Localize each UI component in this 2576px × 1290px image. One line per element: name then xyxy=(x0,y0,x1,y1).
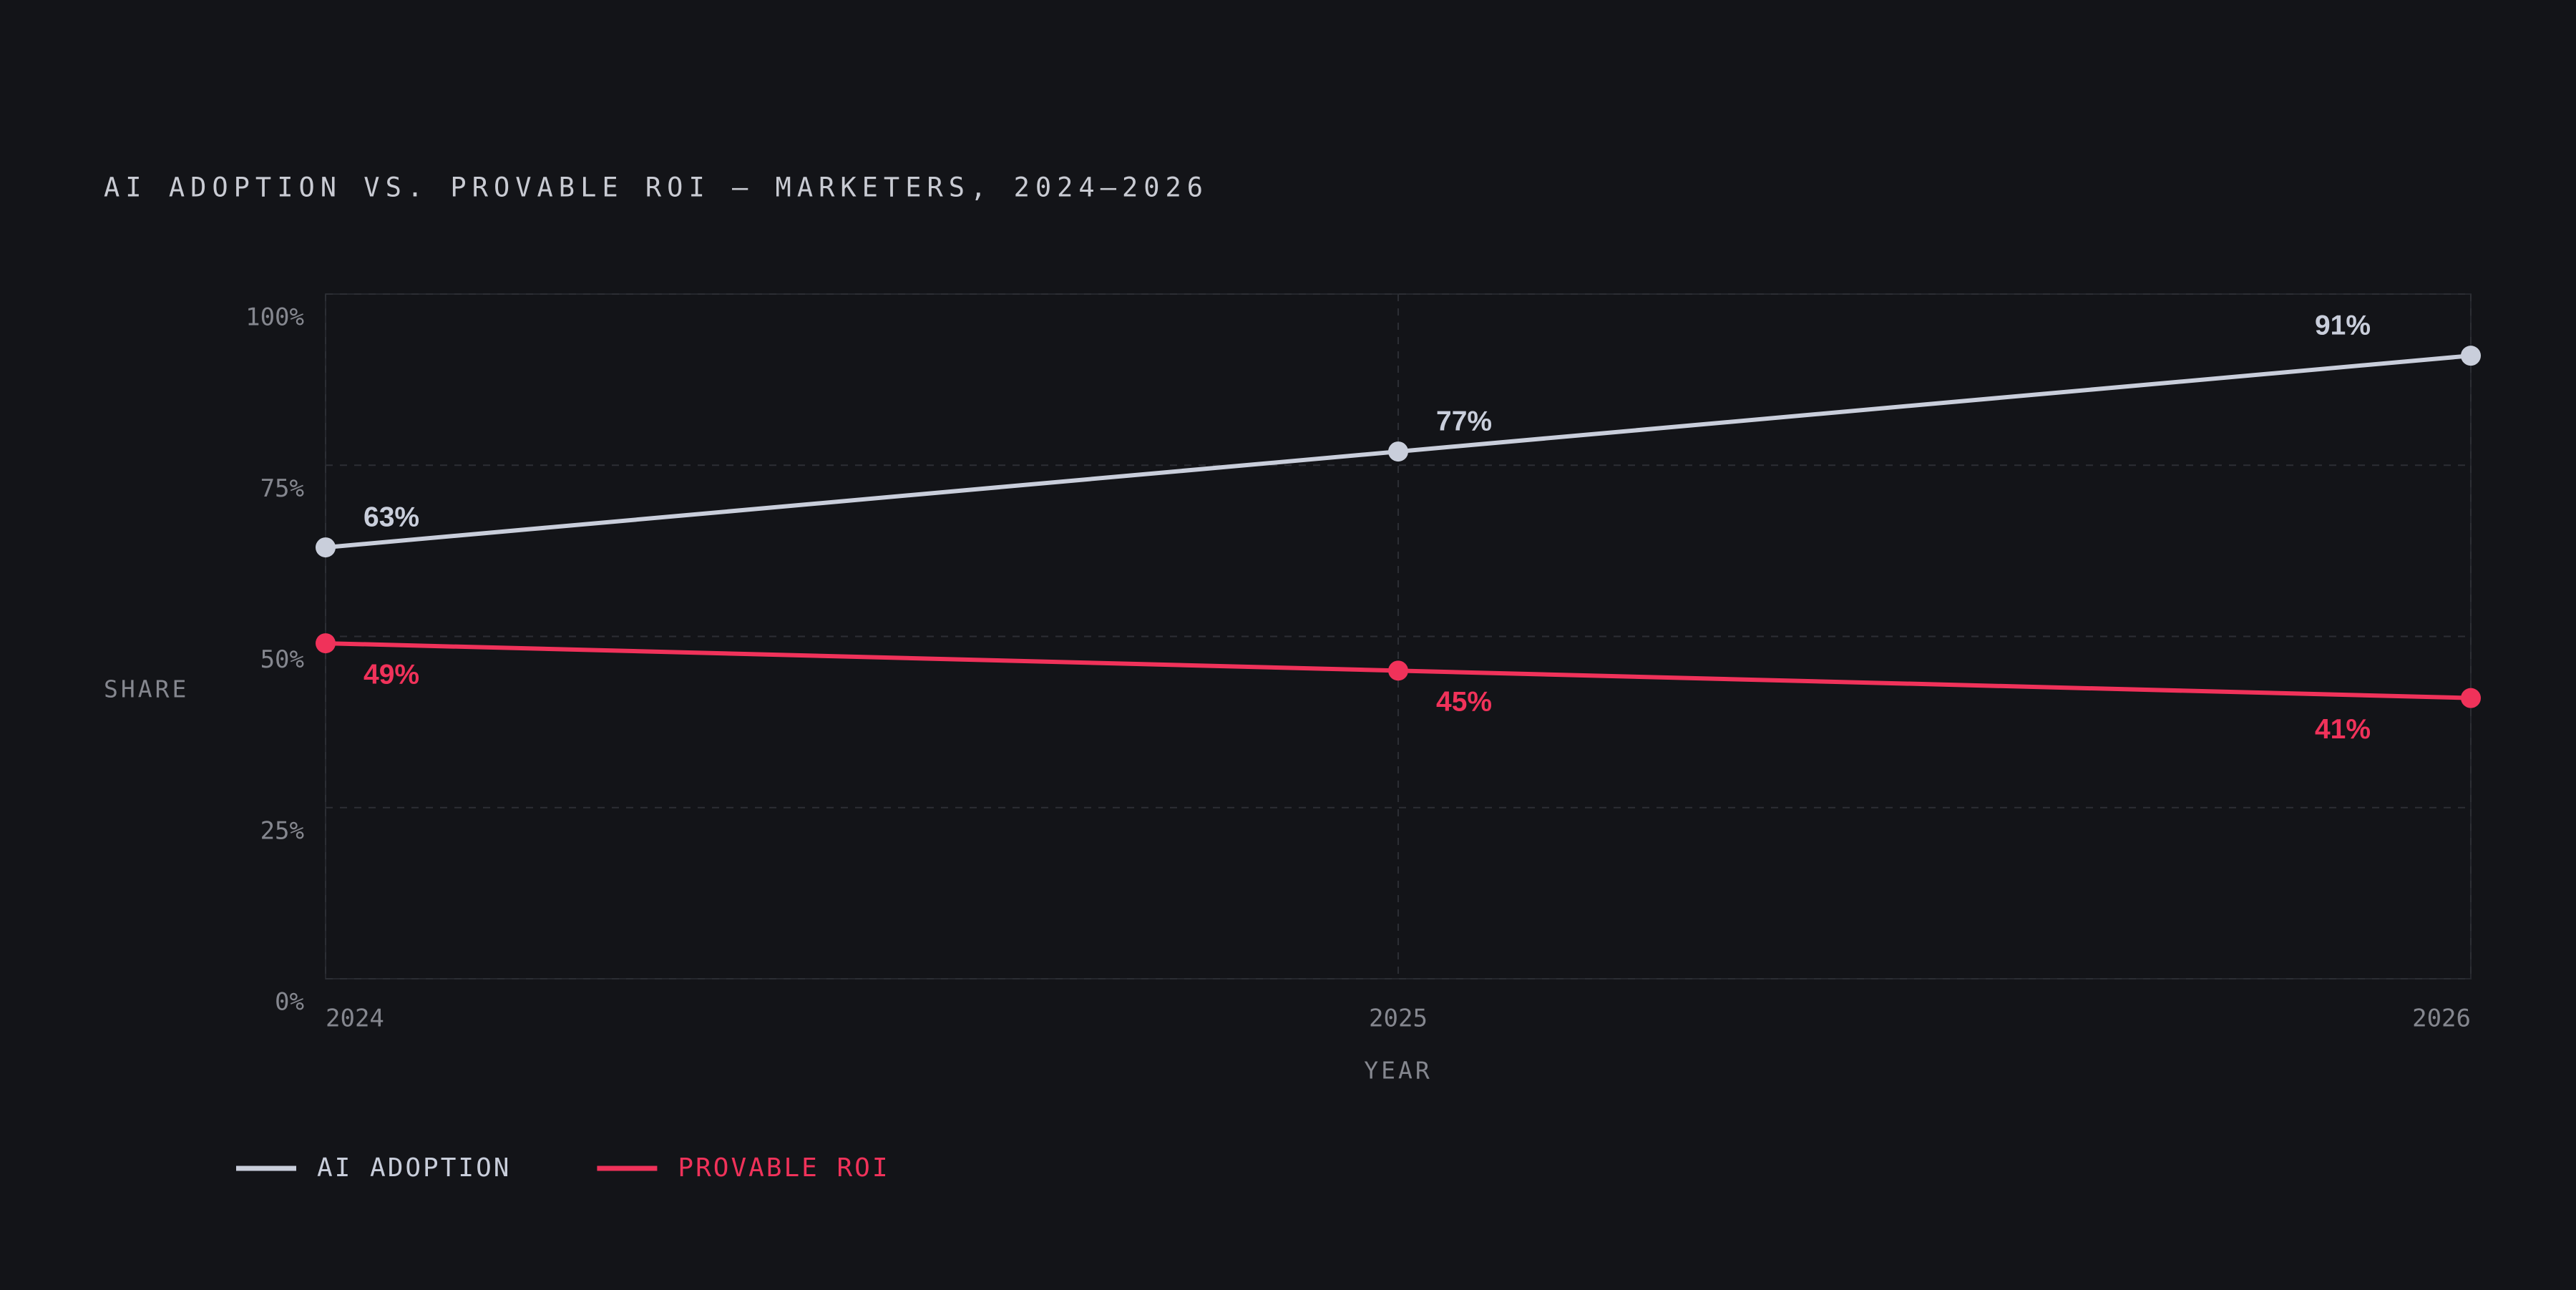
data-label: 45% xyxy=(1436,687,1492,718)
y-tick-label: 100% xyxy=(245,303,304,332)
data-point xyxy=(316,537,336,558)
data-point xyxy=(1388,660,1408,681)
x-tick-label: 2025 xyxy=(1369,1005,1428,1033)
x-tick-label: 2026 xyxy=(2412,1005,2471,1033)
y-tick-label: 25% xyxy=(260,816,304,845)
legend-label: AI ADOPTION xyxy=(317,1153,511,1183)
chart-title: AI ADOPTION VS. PROVABLE ROI — MARKETERS… xyxy=(104,172,1209,203)
data-label: 63% xyxy=(364,502,419,532)
y-tick-label: 50% xyxy=(260,645,304,674)
data-label: 49% xyxy=(364,659,419,690)
legend-label: PROVABLE ROI xyxy=(678,1153,889,1183)
data-point xyxy=(1388,441,1408,462)
data-point xyxy=(2461,688,2481,708)
x-tick-label: 2024 xyxy=(326,1005,384,1033)
data-point xyxy=(2461,346,2481,366)
data-label: 41% xyxy=(2315,714,2371,745)
y-tick-label: 75% xyxy=(260,474,304,503)
data-point xyxy=(316,633,336,654)
x-axis-title: YEAR xyxy=(1364,1057,1432,1085)
y-axis-title: SHARE xyxy=(104,675,189,703)
data-label: 77% xyxy=(1436,406,1492,436)
data-label: 91% xyxy=(2315,310,2371,341)
y-tick-label: 0% xyxy=(275,988,304,1017)
